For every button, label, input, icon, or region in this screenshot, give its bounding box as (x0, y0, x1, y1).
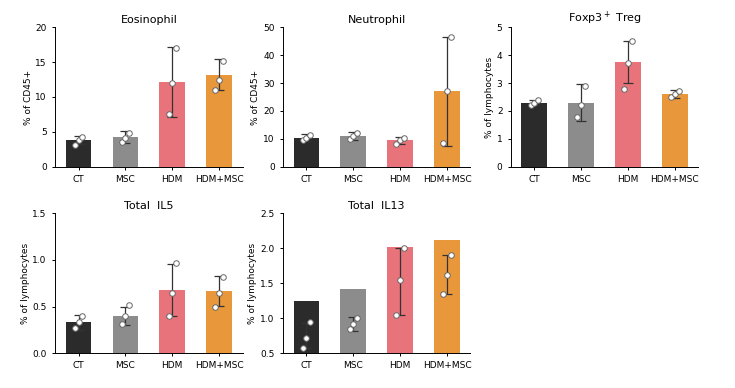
Bar (387, 247, 413, 353)
Bar (521, 102, 547, 167)
Bar (387, 140, 413, 167)
Bar (112, 137, 138, 167)
Title: Total  IL5: Total IL5 (124, 201, 173, 211)
Bar (340, 136, 366, 167)
Y-axis label: % of lymphocytes: % of lymphocytes (248, 242, 257, 324)
Bar (207, 291, 232, 353)
Title: Neutrophil: Neutrophil (348, 15, 406, 25)
Y-axis label: % of CD45+: % of CD45+ (251, 69, 260, 125)
Bar (434, 92, 460, 167)
Bar (293, 301, 319, 353)
Bar (434, 240, 460, 353)
Bar (159, 290, 185, 353)
Bar (159, 81, 185, 167)
Title: Eosinophil: Eosinophil (121, 15, 177, 25)
Bar (65, 140, 91, 167)
Y-axis label: % of lymphocytes: % of lymphocytes (485, 56, 494, 138)
Bar (615, 62, 641, 167)
Title: Total  IL13: Total IL13 (348, 201, 405, 211)
Bar (65, 322, 91, 353)
Bar (568, 102, 594, 167)
Bar (207, 74, 232, 167)
Bar (293, 137, 319, 167)
Bar (662, 94, 688, 167)
Y-axis label: % of CD45+: % of CD45+ (24, 69, 32, 125)
Bar (340, 289, 366, 353)
Bar (112, 316, 138, 353)
Title: Foxp3$^+$ Treg: Foxp3$^+$ Treg (567, 10, 642, 27)
Y-axis label: % of lymphocytes: % of lymphocytes (21, 242, 29, 324)
